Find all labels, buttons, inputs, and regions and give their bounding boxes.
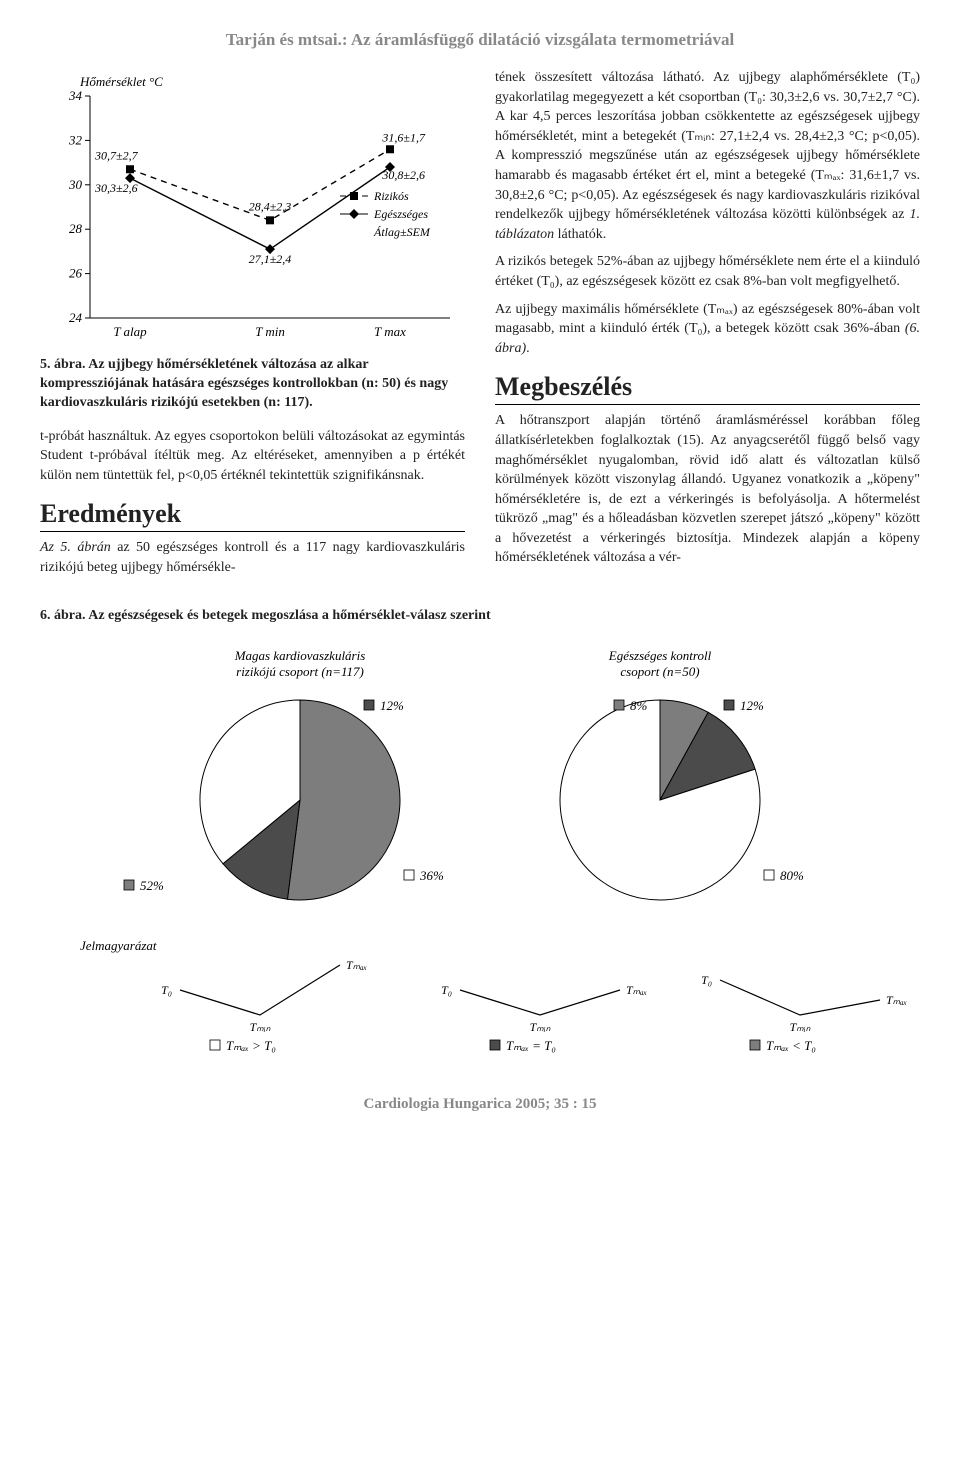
svg-text:80%: 80% [780,868,804,883]
section-heading-eredmenyek: Eredmények [40,499,465,532]
left-paragraph-1: t-próbát használtuk. Az egyes csoportoko… [40,427,465,486]
figure-6-title: 6. ábra. Az egészségesek és betegek mego… [40,608,920,624]
right-p1-a: tének összesített változása látható. Az … [495,70,920,222]
svg-text:26: 26 [69,266,83,281]
svg-text:T max: T max [374,324,406,339]
svg-text:27,1±2,4: 27,1±2,4 [249,252,292,266]
right-paragraph-3: Az ujjbegy maximális hőmérséklete (Tₘₐₓ)… [495,300,920,359]
svg-text:Tₘₐₓ: Tₘₐₓ [886,993,907,1007]
svg-text:Tₘₐₓ: Tₘₐₓ [626,983,647,997]
svg-text:Egészséges kontroll: Egészséges kontroll [608,648,712,663]
svg-text:Hőmérséklet °C: Hőmérséklet °C [79,74,163,89]
svg-text:T₀: T₀ [701,973,712,987]
left-paragraph-2: Az 5. ábrán az 50 egészséges kontroll és… [40,538,465,577]
svg-text:30,7±2,7: 30,7±2,7 [94,148,139,162]
right-p1-end: láthatók. [554,227,606,242]
section-heading-megbeszeles: Megbeszélés [495,372,920,405]
figure-5-chart: Hőmérséklet °C 24 26 28 30 32 34 T alap T min T m… [40,68,470,348]
svg-text:rizikójú csoport (n=117): rizikójú csoport (n=117) [236,664,364,679]
svg-text:Tₘₐₓ < T₀: Tₘₐₓ < T₀ [766,1038,816,1053]
svg-text:Jelmagyarázat: Jelmagyarázat [80,938,157,953]
svg-text:28,4±2,3: 28,4±2,3 [249,199,292,213]
svg-text:T min: T min [255,324,285,339]
svg-text:T alap: T alap [113,324,147,339]
svg-text:12%: 12% [380,698,404,713]
svg-text:12%: 12% [740,698,764,713]
svg-text:Tₘᵢₙ: Tₘᵢₙ [530,1020,551,1034]
svg-text:8%: 8% [630,698,648,713]
svg-text:Tₘₐₓ > T₀: Tₘₐₓ > T₀ [226,1038,276,1053]
svg-text:Tₘₐₓ = T₀: Tₘₐₓ = T₀ [506,1038,556,1053]
left-p2-lead: Az 5. ábrán [40,540,111,555]
page-footer: Cardiologia Hungarica 2005; 35 : 15 [40,1096,920,1113]
svg-text:Tₘᵢₙ: Tₘᵢₙ [250,1020,271,1034]
figure-5-caption-text: Az ujjbegy hőmérsékletének változása az … [40,357,448,410]
running-head: Tarján és mtsai.: Az áramlásfüggő dilatá… [40,30,920,50]
svg-text:csoport (n=50): csoport (n=50) [620,664,699,679]
svg-text:28: 28 [69,221,83,236]
svg-text:T₀: T₀ [161,983,172,997]
svg-text:30: 30 [68,177,83,192]
svg-text:24: 24 [69,310,83,325]
svg-text:30,8±2,6: 30,8±2,6 [381,168,425,182]
svg-text:Tₘᵢₙ: Tₘᵢₙ [790,1020,811,1034]
figure-5-caption: 5. ábra. Az ujjbegy hőmérsékletének vált… [40,356,465,413]
right-paragraph-4: A hőtranszport alapján történő áramlásmé… [495,411,920,568]
svg-text:30,3±2,6: 30,3±2,6 [94,181,138,195]
svg-text:Tₘₐₓ: Tₘₐₓ [346,958,367,972]
svg-text:34: 34 [68,88,83,103]
svg-text:31,6±1,7: 31,6±1,7 [381,130,426,144]
figure-6-legend: Jelmagyarázat T₀ Tₘᵢₙ Tₘₐₓ Tₘₐₓ > T₀ T₀ Tₘᵢₙ Tₘ… [40,930,920,1070]
right-p3-end: . [526,341,530,356]
figure-5-caption-lead: 5. ábra. [40,357,88,372]
figure-6-pies: Magas kardiovaszkulárisrizikójú csoport … [40,630,920,930]
svg-text:52%: 52% [140,878,164,893]
svg-text:Átlag±SEM: Átlag±SEM [373,225,431,239]
svg-text:Rizikós: Rizikós [373,189,409,203]
svg-text:T₀: T₀ [441,983,452,997]
svg-text:Magas kardiovaszkuláris: Magas kardiovaszkuláris [234,648,366,663]
right-p3-a: Az ujjbegy maximális hőmérséklete (Tₘₐₓ)… [495,302,920,337]
svg-text:32: 32 [68,132,83,147]
svg-text:36%: 36% [419,868,444,883]
svg-text:Egészséges: Egészséges [373,207,428,221]
right-paragraph-1: tének összesített változása látható. Az … [495,68,920,244]
right-paragraph-2: A rizikós betegek 52%-ában az ujjbegy hő… [495,252,920,291]
